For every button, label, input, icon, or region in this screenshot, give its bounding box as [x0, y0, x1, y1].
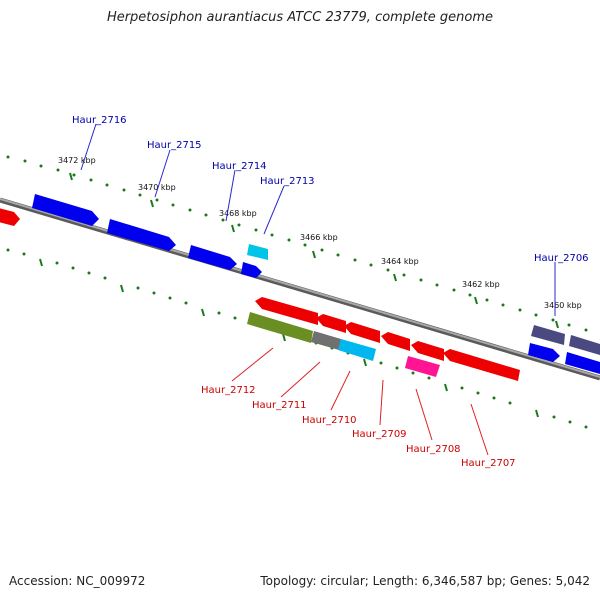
- lower-major-ticks: [39, 258, 539, 418]
- gene-arrow-red-b[interactable]: [316, 314, 346, 333]
- gene-arrow-haur-2714[interactable]: [188, 245, 237, 270]
- gene-arrow-haur-2711[interactable]: [311, 331, 341, 350]
- reverse-genes: [247, 297, 520, 381]
- genome-summary-text: Topology: circular; Length: 6,346,587 bp…: [260, 574, 590, 588]
- gene-label-haur-2713[interactable]: Haur_2713: [260, 176, 315, 187]
- gene-arrow-haur-2715[interactable]: [107, 219, 176, 251]
- kbp-label: 3464 kbp: [381, 257, 419, 266]
- gene-arrow-blue-right[interactable]: [528, 343, 560, 362]
- map-title: Herpetosiphon aurantiacus ATCC 23779, co…: [106, 10, 494, 25]
- kbp-label: 3468 kbp: [219, 209, 257, 218]
- kbp-label: 3460 kbp: [544, 301, 582, 310]
- gene-arrow-red-c[interactable]: [344, 322, 380, 343]
- upper-major-ticks: [69, 172, 559, 329]
- accession-text: Accession: NC_009972: [9, 574, 146, 588]
- top-leader-lines: [80, 123, 556, 316]
- bottom-gene-labels: Haur_2712 Haur_2711 Haur_2710 Haur_2709 …: [201, 385, 516, 469]
- upper-ruler: [6, 155, 588, 332]
- kbp-scale-labels: 3472 kbp 3470 kbp 3468 kbp 3466 kbp 3464…: [58, 156, 582, 310]
- gene-arrow-haur-2713[interactable]: [247, 244, 268, 260]
- gene-label-haur-2714[interactable]: Haur_2714: [212, 161, 267, 172]
- kbp-label: 3462 kbp: [462, 280, 500, 289]
- gene-label-haur-2708[interactable]: Haur_2708: [406, 444, 461, 455]
- top-gene-labels: Haur_2716 Haur_2715 Haur_2714 Haur_2713 …: [72, 115, 589, 264]
- gene-arrow-forward[interactable]: [0, 207, 20, 226]
- gene-label-haur-2709[interactable]: Haur_2709: [352, 429, 407, 440]
- gene-arrow-haur-2710[interactable]: [338, 339, 376, 361]
- kbp-label: 3470 kbp: [138, 183, 176, 192]
- gene-label-haur-2715[interactable]: Haur_2715: [147, 140, 202, 151]
- gene-label-haur-2712[interactable]: Haur_2712: [201, 385, 256, 396]
- gene-arrow-haur-2712[interactable]: [247, 312, 313, 343]
- gene-arrow-haur-2709[interactable]: [381, 332, 410, 351]
- forward-genes: [0, 194, 600, 374]
- kbp-label: 3466 kbp: [300, 233, 338, 242]
- genome-backbone: [0, 197, 600, 381]
- gene-arrow-haur-2707[interactable]: [443, 349, 520, 381]
- bottom-leader-lines: [231, 347, 489, 456]
- gene-arrow-haur-2716[interactable]: [32, 194, 99, 226]
- gene-label-haur-2710[interactable]: Haur_2710: [302, 415, 357, 426]
- gene-arrow-slate-2[interactable]: [569, 335, 600, 355]
- gene-label-haur-2707[interactable]: Haur_2707: [461, 458, 516, 469]
- gene-arrow-blue-edge[interactable]: [565, 352, 600, 374]
- gene-label-haur-2716[interactable]: Haur_2716: [72, 115, 127, 126]
- gene-label-haur-2711[interactable]: Haur_2711: [252, 400, 307, 411]
- gene-arrow-red-a[interactable]: [255, 297, 318, 325]
- gene-arrow-haur-2706[interactable]: [531, 325, 565, 345]
- kbp-label: 3472 kbp: [58, 156, 96, 165]
- gene-arrow-haur-2708[interactable]: [405, 356, 440, 377]
- gene-arrow-small[interactable]: [241, 262, 262, 278]
- gene-label-haur-2706[interactable]: Haur_2706: [534, 253, 589, 264]
- gene-arrow-red-d[interactable]: [411, 341, 444, 361]
